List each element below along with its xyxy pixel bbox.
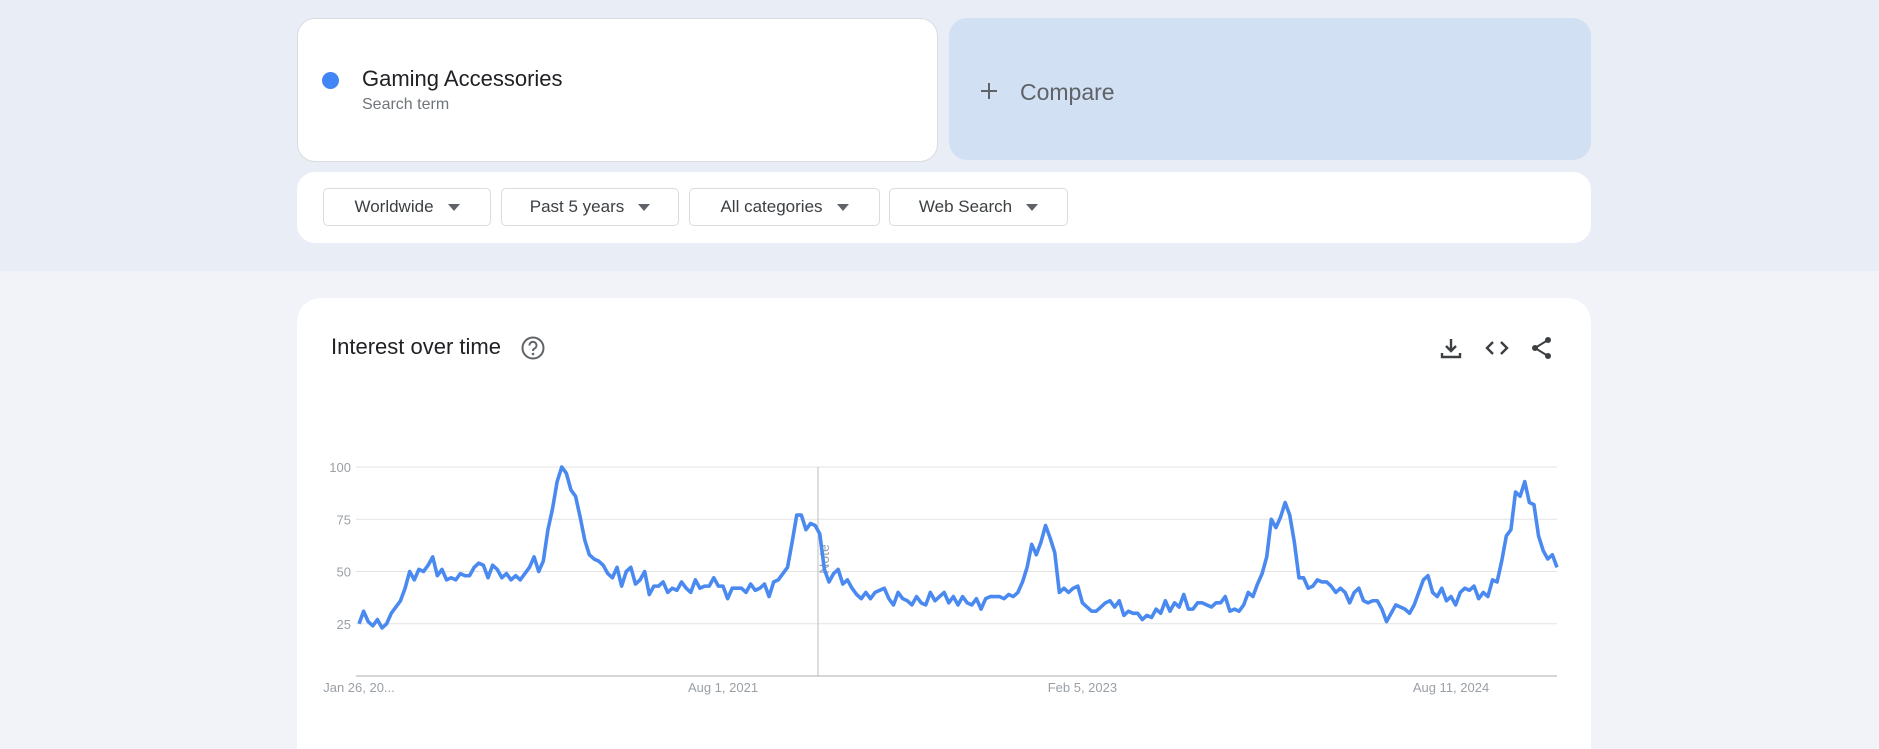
search-card bbox=[297, 18, 938, 162]
x-tick-label: Feb 5, 2023 bbox=[1048, 680, 1117, 695]
dropdown-caret bbox=[447, 203, 460, 211]
x-tick-label: Jan 26, 20... bbox=[323, 680, 395, 695]
filter-chip[interactable]: Web Search bbox=[889, 188, 1068, 226]
search-subtitle: Search term bbox=[362, 96, 450, 113]
share-icon[interactable] bbox=[1529, 335, 1555, 361]
filter-label[interactable]: Worldwide bbox=[354, 197, 434, 216]
chart-panel bbox=[297, 298, 1591, 749]
filter-label[interactable]: Web Search bbox=[918, 197, 1013, 216]
plus-icon bbox=[981, 83, 997, 99]
help-icon[interactable] bbox=[520, 335, 546, 361]
search-term: Gaming Accessories bbox=[362, 66, 563, 91]
dropdown-caret bbox=[836, 203, 849, 211]
x-tick-label: Aug 1, 2021 bbox=[688, 680, 758, 695]
filter-chip[interactable]: Worldwide bbox=[323, 188, 491, 226]
dropdown-caret bbox=[1026, 203, 1039, 211]
download-icon[interactable] bbox=[1438, 335, 1464, 361]
y-tick-label: 100 bbox=[329, 460, 351, 475]
y-tick-label: 50 bbox=[337, 565, 351, 580]
filter-label[interactable]: All categories bbox=[720, 197, 823, 216]
filter-label[interactable]: Past 5 years bbox=[529, 197, 625, 216]
embed-icon[interactable] bbox=[1484, 335, 1510, 361]
x-tick-label: Aug 11, 2024 bbox=[1413, 680, 1489, 695]
panel-title: Interest over time bbox=[331, 334, 501, 359]
compare-label[interactable]: Compare bbox=[1020, 79, 1115, 105]
filter-chip[interactable]: All categories bbox=[689, 188, 880, 226]
compare-button[interactable] bbox=[949, 18, 1591, 160]
series-line bbox=[357, 465, 1559, 630]
series-dot bbox=[322, 72, 339, 89]
y-tick-label: 25 bbox=[337, 617, 351, 632]
y-tick-label: 75 bbox=[337, 512, 351, 527]
filter-chip[interactable]: Past 5 years bbox=[501, 188, 679, 226]
dropdown-caret bbox=[638, 203, 651, 211]
